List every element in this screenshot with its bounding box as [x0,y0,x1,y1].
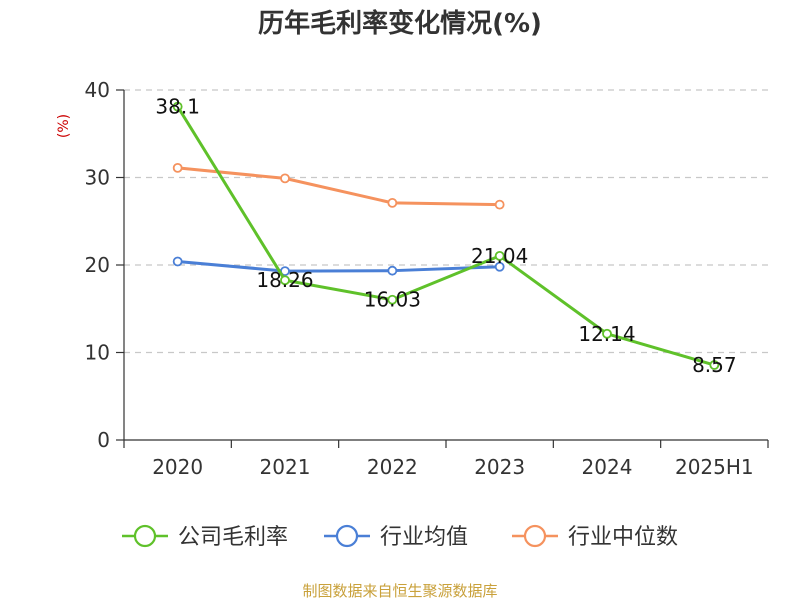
data-label: 16.03 [364,288,421,312]
y-tick-label: 40 [85,78,110,102]
legend: 公司毛利率 行业均值 行业中位数 [122,524,678,550]
y-axis-unit: (%) [56,114,72,138]
legend-marker-icon [133,524,157,548]
data-point [494,261,505,272]
data-label: 8.57 [692,353,737,377]
series-line [176,166,502,207]
x-tick-label: 2024 [582,455,633,479]
grid-lines [124,89,768,354]
y-tick-label: 20 [85,253,110,277]
y-tick-label: 10 [85,341,110,365]
data-point [387,197,398,208]
data-point [494,250,505,261]
series-line [176,105,716,367]
source-note: 制图数据来自恒生聚源数据库 [302,582,497,600]
data-point [387,294,398,305]
data-point [280,275,290,286]
x-tick-label: 2022 [367,455,418,479]
data-label: 21.04 [471,244,528,268]
data-point [172,101,183,112]
x-tick-label: 2023 [474,455,525,479]
legend-marker-icon [335,524,359,548]
x-tick-label: 2025H1 [675,455,754,479]
x-tick-label: 2020 [152,455,203,479]
legend-label: 行业中位数 [568,525,678,550]
data-label: 18.26 [256,268,313,292]
y-tick-label: 30 [85,166,110,190]
data-point [602,328,612,339]
series-line [176,260,502,273]
legend-label: 行业均值 [380,525,468,550]
data-point [172,256,183,267]
data-point [494,199,505,210]
data-point [172,162,183,173]
axes: 0 10 20 30 40 2020 2021 2022 2023 2024 2025H1 [85,78,769,479]
legend-marker-icon [523,524,547,548]
data-point [387,265,398,276]
legend-label: 公司毛利率 [178,525,288,550]
y-tick-label: 0 [97,428,110,452]
series-lines [172,101,720,370]
x-tick-label: 2021 [260,455,311,479]
chart-title: 历年毛利率变化情况(%) [258,8,542,39]
data-label: 12.14 [578,322,635,346]
data-point [709,360,720,370]
data-labels: 38.1 18.26 16.03 21.04 12.14 8.57 [155,95,736,377]
data-point [280,173,290,184]
data-label: 38.1 [155,95,200,119]
